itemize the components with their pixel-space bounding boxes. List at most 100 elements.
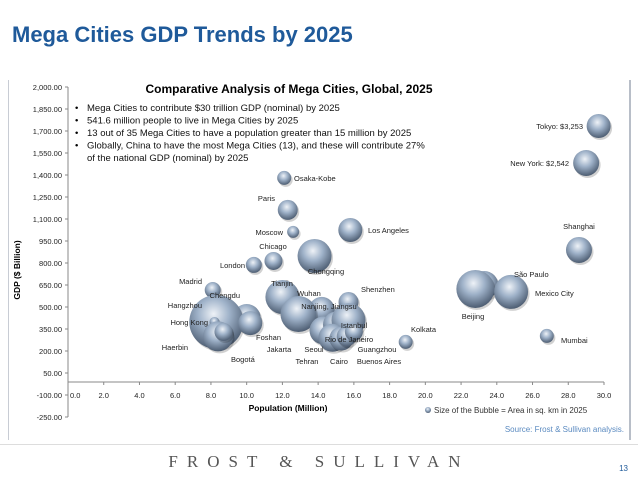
bubble-label: Chongqing (308, 267, 344, 276)
bubble-label: London (220, 261, 245, 270)
bubble-foshan (238, 311, 263, 336)
x-tick-label: 4.0 (134, 391, 144, 400)
bullet-marker: • (75, 116, 78, 127)
bubble-bogot- (214, 322, 233, 341)
bubble-label: Haerbin (162, 343, 188, 352)
bubble-paris (277, 199, 298, 220)
bubble-label: Hong Kong (170, 318, 208, 327)
footer-divider (0, 444, 638, 445)
bubble-shanghai (565, 236, 592, 263)
bubble-label: Beijing (462, 312, 485, 321)
bubble-label: Tianjin (271, 279, 293, 288)
x-tick-label: 22.0 (454, 391, 469, 400)
y-tick-label: 1,100.00 (33, 215, 62, 224)
y-tick-label: 650.00 (39, 281, 62, 290)
bubble-label: Seoul (304, 345, 324, 354)
bubble-beijing (456, 269, 495, 308)
bubble-label: Moscow (255, 228, 283, 237)
bubble-label: Chengdu (210, 291, 240, 300)
x-tick-label: 10.0 (239, 391, 254, 400)
note-text: 541.6 million people to live in Mega Cit… (87, 116, 298, 127)
x-axis-label: Population (Million) (249, 403, 328, 413)
bubble-label: Los Angeles (368, 226, 409, 235)
bubble-madrid (204, 281, 221, 298)
x-tick-label: 2.0 (99, 391, 109, 400)
bubble-moscow (287, 225, 300, 238)
slide-title: Mega Cities GDP Trends by 2025 (12, 22, 353, 47)
x-tick-label: 26.0 (525, 391, 540, 400)
legend-bubble-icon (425, 407, 431, 413)
note-text: Globally, China to have the most Mega Ci… (87, 141, 425, 152)
bubble-label: Bogotá (231, 355, 256, 364)
bubble-chicago (264, 251, 283, 270)
bubble-los-angeles (338, 218, 363, 242)
x-tick-label: 14.0 (311, 391, 326, 400)
bubble-label: Istanbul (341, 321, 368, 330)
y-tick-label: -250.00 (37, 413, 62, 422)
bubble-guangzhou (344, 322, 363, 341)
note-text: Mega Cities to contribute $30 trillion G… (87, 103, 340, 114)
bubble-tokyo- (586, 114, 611, 139)
bubble-label: Paris (258, 194, 275, 203)
bubble-label: São Paulo (514, 270, 549, 279)
bubble-label: Shanghai (563, 222, 595, 231)
bubble-label: Jakarta (267, 345, 292, 354)
y-tick-label: 1,550.00 (33, 149, 62, 158)
bubble-label: Madrid (179, 277, 202, 286)
bubble-label: Cairo (330, 357, 348, 366)
note-text: of the national GDP (nominal) by 2025 (87, 153, 248, 164)
brand-logo: FROST & SULLIVAN (168, 452, 470, 471)
bullet-marker: • (75, 103, 78, 114)
bubble-label: Hangzhou (168, 301, 202, 310)
bubble-new-york- (573, 149, 600, 176)
legend-text: Size of the Bubble = Area in sq. km in 2… (434, 406, 588, 415)
x-tick-label: 30.0 (597, 391, 612, 400)
note-text: 13 out of 35 Mega Cities to have a popul… (87, 128, 411, 139)
bubble-label: Mumbai (561, 336, 588, 345)
bubble-label: Foshan (256, 333, 281, 342)
x-tick-label: 20.0 (418, 391, 433, 400)
x-tick-label: 0.0 (70, 391, 80, 400)
chart-panel: 2,000.00 1,850.00 1,700.00 1,550.00 1,400.00… (8, 80, 631, 440)
bubble-mumbai (539, 328, 554, 343)
y-tick-label: 2,000.00 (33, 83, 62, 92)
y-tick-label: 1,700.00 (33, 127, 62, 136)
y-tick-label: 1,850.00 (33, 105, 62, 114)
bubble-label: New York: $2,542 (510, 159, 569, 168)
bubble-label: Shenzhen (361, 285, 395, 294)
y-tick-label: 1,400.00 (33, 171, 62, 180)
bubble-label: Nanjing, Jiangsu (301, 302, 356, 311)
x-tick-label: 28.0 (561, 391, 576, 400)
y-tick-label: 950.00 (39, 237, 62, 246)
bubble-chongqing (297, 238, 332, 273)
x-tick-label: 24.0 (489, 391, 504, 400)
bubble-label: Kolkata (411, 325, 437, 334)
y-tick-label: 200.00 (39, 347, 62, 356)
x-tick-label: 8.0 (206, 391, 216, 400)
y-tick-label: 500.00 (39, 303, 62, 312)
chart-title: Comparative Analysis of Mega Cities, Glo… (146, 82, 433, 96)
y-tick-label: -100.00 (37, 391, 62, 400)
bubble-jakarta (280, 296, 317, 333)
bubble-label: Mexico City (535, 289, 574, 298)
page-number: 13 (619, 464, 628, 473)
bubble-mexico-city (494, 274, 529, 309)
bubble-label: Tehran (296, 357, 319, 366)
x-tick-label: 16.0 (347, 391, 362, 400)
y-axis-label: GDP ($ Billion) (12, 240, 22, 300)
y-tick-label: 350.00 (39, 325, 62, 334)
y-tick-label: 1,250.00 (33, 193, 62, 202)
y-tick-label: 50.00 (43, 369, 62, 378)
bubble-label: Tokyo: $3,253 (536, 122, 583, 131)
bullet-marker: • (75, 128, 78, 139)
source-note: Source: Frost & Sullivan analysis. (504, 425, 624, 434)
bubble-label: Rio de Janeiro (325, 335, 373, 344)
bubble-label: Chicago (259, 242, 287, 251)
bubble-london (245, 256, 262, 273)
bullet-marker: • (75, 141, 78, 152)
bubble-chart: 2,000.00 1,850.00 1,700.00 1,550.00 1,400.00… (12, 82, 613, 422)
bubble-label: Wuhan (297, 289, 321, 298)
x-tick-label: 12.0 (275, 391, 290, 400)
y-tick-label: 800.00 (39, 259, 62, 268)
bubble-label: Buenos Aires (357, 357, 401, 366)
